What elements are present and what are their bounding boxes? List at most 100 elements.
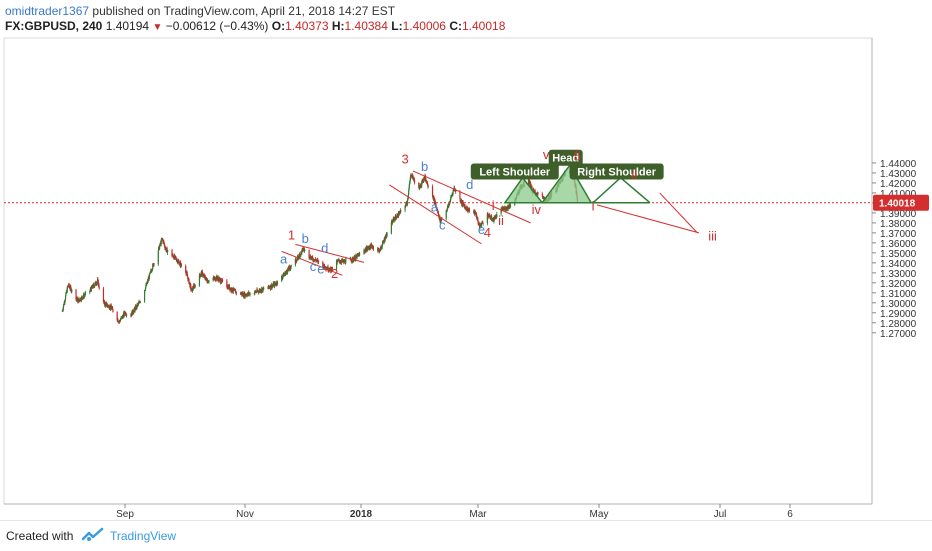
x-tick-label: May [590, 509, 609, 520]
trendline-lower-1 [281, 250, 343, 276]
y-tick-label: 1.32000 [880, 279, 917, 290]
candle-body [335, 260, 338, 269]
candle-body [452, 190, 454, 195]
candle-body [494, 218, 496, 220]
candle-body [412, 174, 414, 178]
y-tick-label: 1.36000 [880, 239, 917, 250]
candle-body [222, 280, 224, 281]
candle-body [199, 275, 202, 278]
wave-label-2: 2 [331, 266, 338, 281]
candle-body [65, 292, 67, 296]
candle-body [75, 289, 77, 300]
candle-body [464, 206, 467, 209]
candle-body [477, 221, 479, 224]
candle-body [98, 286, 100, 289]
candle-body [385, 235, 387, 239]
candle-body [152, 264, 154, 269]
candle-body [112, 309, 114, 312]
candle-body [418, 186, 421, 190]
current-price-tag [873, 194, 929, 211]
wave-label-a: a [280, 251, 288, 266]
candle-body [345, 259, 347, 261]
candle-body [409, 181, 411, 183]
label-head-box [548, 149, 583, 166]
candle-body [427, 186, 429, 188]
candle-body [192, 288, 194, 290]
y-tick-label: 1.30000 [880, 299, 917, 310]
high-value: 1.40384 [344, 19, 388, 33]
candle-body [370, 244, 372, 249]
candle-body [262, 287, 264, 292]
candle-body [111, 307, 114, 310]
wave-label-ii: ii [498, 213, 504, 228]
candle-body [392, 217, 394, 222]
candle-body [231, 287, 234, 292]
symbol-label[interactable]: FX:GBPUSD, 240 [5, 19, 103, 33]
candle-body [505, 207, 507, 210]
candle-body [273, 283, 275, 287]
candle-body [530, 184, 532, 189]
candle-body [70, 286, 72, 288]
candle-body [163, 241, 165, 244]
low-value: 1.40006 [402, 19, 446, 33]
candle-body [492, 219, 494, 221]
candle-body [459, 191, 461, 199]
candle-body [145, 284, 147, 288]
candle-body [384, 237, 386, 241]
tradingview-brand[interactable]: TradingView [110, 529, 177, 543]
projection-line-2 [659, 192, 698, 233]
y-tick-label: 1.34000 [880, 259, 917, 270]
open-label: O: [271, 19, 286, 33]
candle-body [77, 300, 79, 302]
candle-body [405, 204, 407, 207]
wave-label-ii: ii [631, 167, 637, 182]
open-value: 1.40373 [285, 19, 329, 33]
candle-body [212, 278, 214, 281]
candle-body [504, 207, 506, 211]
candle-body [494, 215, 497, 217]
y-tick-label: 1.38000 [880, 219, 917, 230]
wave-label-d: d [466, 177, 473, 192]
candle-body [482, 222, 484, 224]
candle-body [90, 286, 92, 292]
candle-body [336, 260, 338, 264]
candle-body [198, 274, 201, 287]
candle-body [80, 296, 83, 301]
candle-body [187, 276, 189, 278]
candle-body [167, 250, 169, 252]
ohlc-line: FX:GBPUSD, 240 1.40194 ▼ −0.00612 (−0.43… [5, 19, 505, 33]
candle-body [104, 302, 106, 306]
plot-area[interactable] [3, 37, 873, 505]
wave-label-b: b [421, 159, 428, 174]
candle-body [233, 288, 235, 291]
candle-body [93, 284, 95, 286]
candle-body [157, 250, 159, 265]
candle-body [381, 241, 384, 245]
candle-body [449, 199, 452, 203]
candle-body [467, 209, 469, 212]
candle-body [283, 274, 285, 277]
candle-body [480, 223, 483, 227]
y-tick-label: 1.43000 [880, 169, 917, 180]
wave-label-v: v [543, 147, 550, 162]
label-left-shoulder: Left Shoulder [479, 167, 551, 179]
candle-body [194, 285, 196, 287]
x-tick-label: Nov [236, 509, 254, 520]
candle-body [143, 290, 146, 302]
candle-body [359, 253, 361, 255]
author-link[interactable]: omidtrader1367 [5, 4, 90, 18]
price-chart[interactable]: 1.440001.430001.420001.410001.400001.390… [0, 34, 932, 520]
candle-body [119, 319, 122, 322]
candle-body [496, 213, 498, 218]
close-label: C: [449, 19, 462, 33]
candle-body [461, 202, 463, 205]
candle-body [226, 280, 228, 288]
candle-body [398, 215, 400, 216]
wave-label-i: i [492, 198, 495, 213]
candle-body [290, 264, 292, 268]
wave-label-a: a [431, 199, 439, 214]
candle-body [84, 292, 87, 294]
y-tick-label: 1.28000 [880, 319, 917, 330]
candle-body [396, 215, 398, 218]
candle-body [400, 210, 402, 211]
